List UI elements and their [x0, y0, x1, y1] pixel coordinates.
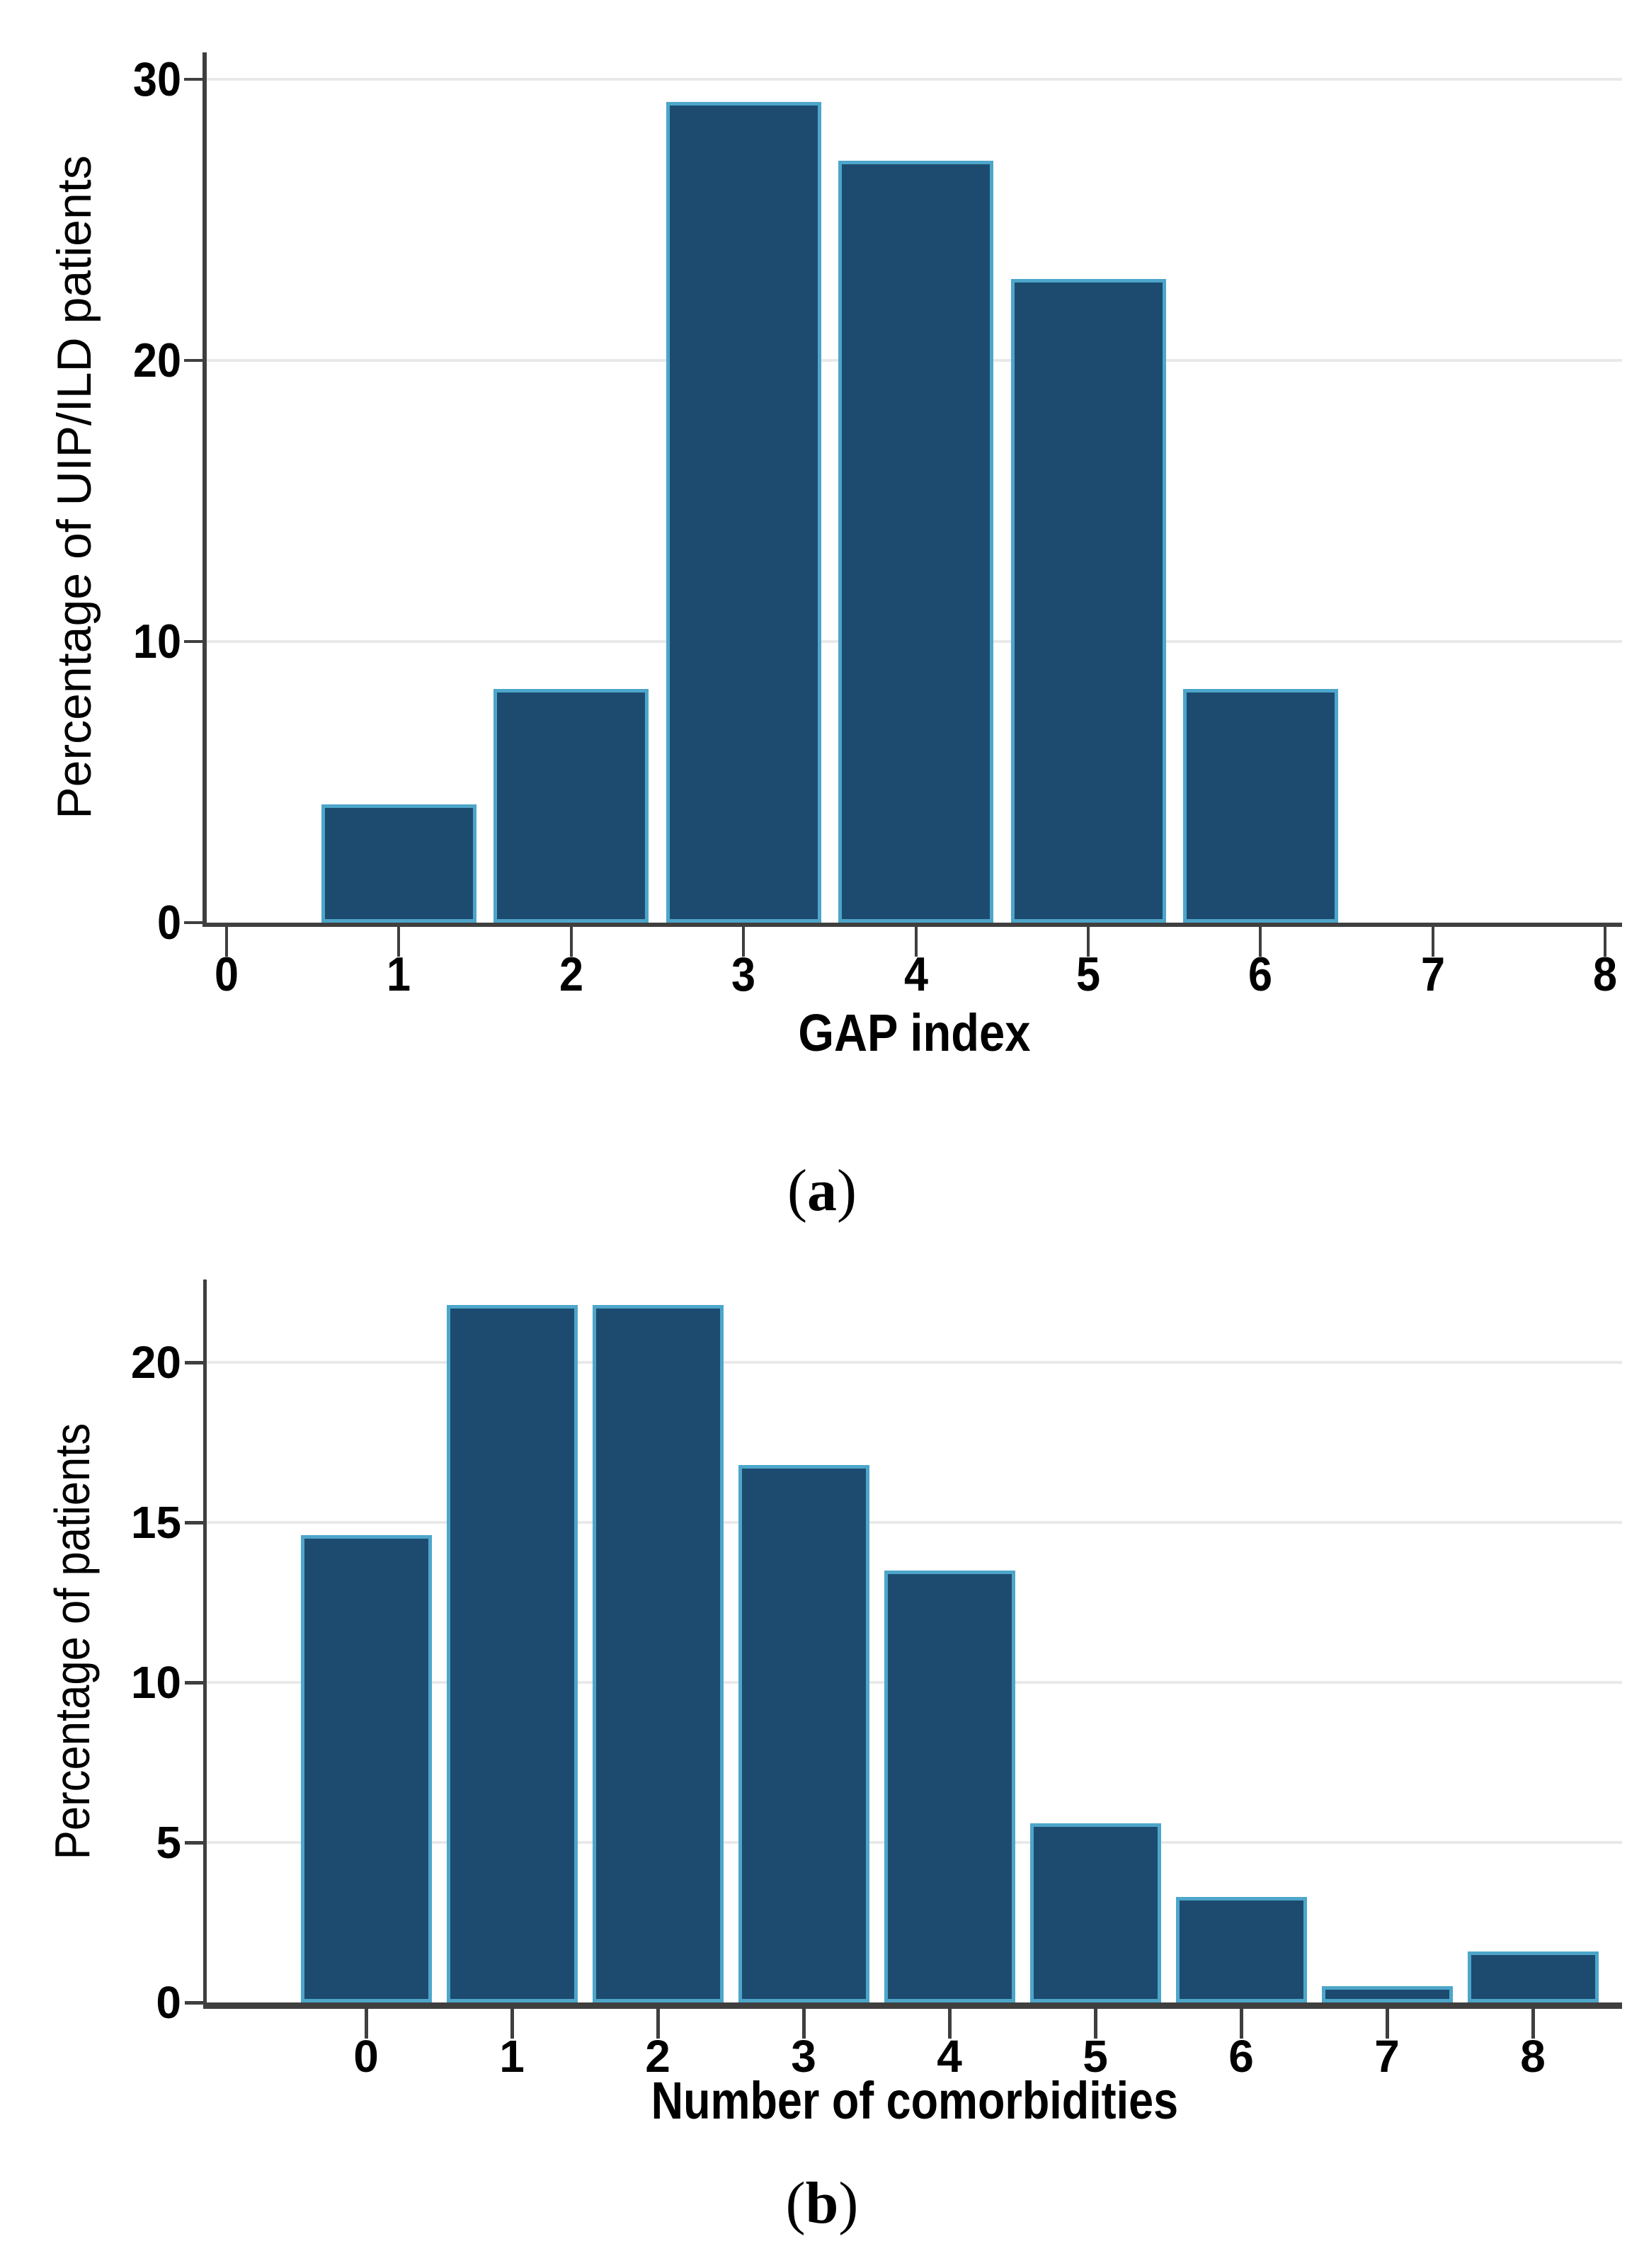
panel-a-caption-letter: a: [807, 1158, 837, 1224]
x-tick-mark-8: [1531, 2009, 1535, 2039]
x-tick-mark-1: [510, 2009, 514, 2039]
gridline-y-30: [207, 78, 1622, 81]
x-tick-mark-2: [570, 927, 573, 957]
y-tick-mark-0: [185, 2001, 203, 2005]
bar-x4: [838, 161, 993, 923]
y-axis-line: [203, 1280, 207, 2009]
x-tick-label-4: 4: [903, 947, 929, 1001]
x-tick-mark-0: [225, 927, 228, 957]
x-tick-label-7: 7: [1420, 947, 1446, 1001]
gridline-y-15: [207, 1521, 1622, 1524]
panel-a-x-axis-title-text: GAP index: [798, 1003, 1031, 1062]
x-tick-label-8: 8: [1592, 947, 1618, 1001]
y-tick-mark-15: [185, 1521, 203, 1525]
bar-x6: [1183, 689, 1338, 923]
bar-x3: [666, 102, 821, 923]
x-tick-mark-7: [1432, 927, 1434, 957]
x-tick-label-5: 5: [1075, 947, 1101, 1001]
x-tick-mark-3: [742, 927, 745, 957]
panel-a-y-axis-title: Percentage of UIP/ILD patients: [47, 155, 101, 819]
y-tick-label-20: 20: [132, 334, 181, 387]
x-tick-label-1: 1: [386, 947, 411, 1001]
x-tick-label-6: 6: [1228, 2031, 1254, 2082]
x-tick-label-1: 1: [499, 2031, 525, 2082]
x-tick-mark-8: [1604, 927, 1606, 957]
bar-x1: [321, 804, 476, 923]
bar-x5: [1011, 279, 1166, 923]
panel-a-caption-open-paren: (: [787, 1158, 807, 1224]
y-tick-mark-5: [185, 1841, 203, 1845]
bar-x8: [1468, 1951, 1599, 2002]
x-tick-label-7: 7: [1374, 2031, 1400, 2082]
y-tick-mark-10: [185, 1681, 203, 1685]
x-tick-mark-6: [1240, 2009, 1243, 2039]
panel-b-caption-open-paren: (: [785, 2170, 806, 2236]
x-tick-label-8: 8: [1520, 2031, 1546, 2082]
y-tick-label-0: 0: [156, 1977, 181, 2028]
x-tick-label-3: 3: [731, 947, 756, 1001]
x-tick-mark-2: [656, 2009, 660, 2039]
x-tick-mark-5: [1087, 927, 1090, 957]
bar-x3: [738, 1465, 869, 2002]
x-tick-mark-6: [1259, 927, 1262, 957]
y-tick-label-10: 10: [130, 1657, 181, 1708]
panel-a-caption: (a): [0, 1156, 1644, 1227]
bar-x6: [1176, 1897, 1307, 2002]
x-tick-mark-5: [1094, 2009, 1097, 2039]
bar-x1: [447, 1305, 578, 2002]
y-tick-mark-20: [185, 1361, 203, 1364]
y-tick-label-30: 30: [132, 52, 181, 106]
panel-a-x-axis-title: GAP index: [207, 1007, 1622, 1059]
x-tick-mark-1: [397, 927, 400, 957]
panel-b-caption-close-paren: ): [838, 2170, 859, 2236]
bar-x7: [1322, 1986, 1453, 2002]
x-axis-line: [202, 923, 1622, 927]
x-tick-label-3: 3: [791, 2031, 816, 2082]
y-tick-mark-30: [184, 78, 202, 81]
x-tick-label-0: 0: [353, 2031, 379, 2082]
y-tick-mark-20: [184, 359, 202, 362]
y-tick-label-15: 15: [130, 1497, 181, 1548]
x-tick-mark-4: [915, 927, 918, 957]
panel-b-y-axis-title: Percentage of patients: [45, 1423, 100, 1860]
x-tick-label-5: 5: [1083, 2031, 1108, 2082]
gridline-y-20: [207, 1361, 1622, 1364]
y-tick-mark-0: [184, 921, 202, 924]
x-tick-mark-4: [948, 2009, 952, 2039]
x-tick-label-2: 2: [645, 2031, 670, 2082]
y-tick-label-20: 20: [130, 1337, 181, 1388]
y-axis-line: [202, 52, 207, 927]
bar-x0: [301, 1535, 432, 2002]
y-tick-mark-10: [184, 640, 202, 643]
x-axis-line: [203, 2002, 1622, 2009]
x-tick-mark-7: [1386, 2009, 1389, 2039]
bar-x2: [493, 689, 649, 923]
x-tick-label-0: 0: [214, 947, 239, 1001]
x-tick-label-4: 4: [937, 2031, 962, 2082]
bar-x2: [593, 1305, 724, 2002]
x-tick-label-2: 2: [559, 947, 584, 1001]
panel-b-caption: (b): [0, 2168, 1644, 2240]
y-tick-label-5: 5: [156, 1817, 181, 1868]
panel-b-x-axis-title-text: Number of comorbidities: [651, 2071, 1178, 2130]
y-tick-label-10: 10: [132, 615, 181, 668]
y-tick-label-0: 0: [156, 896, 181, 950]
panel-b-x-axis-title: Number of comorbidities: [207, 2075, 1622, 2127]
bar-x4: [884, 1571, 1015, 2002]
panel-b-caption-letter: b: [805, 2170, 839, 2236]
panel-a-caption-close-paren: ): [837, 1158, 857, 1224]
bar-x5: [1030, 1823, 1161, 2002]
x-tick-mark-0: [365, 2009, 368, 2039]
x-tick-label-6: 6: [1248, 947, 1273, 1001]
x-tick-mark-3: [802, 2009, 806, 2039]
